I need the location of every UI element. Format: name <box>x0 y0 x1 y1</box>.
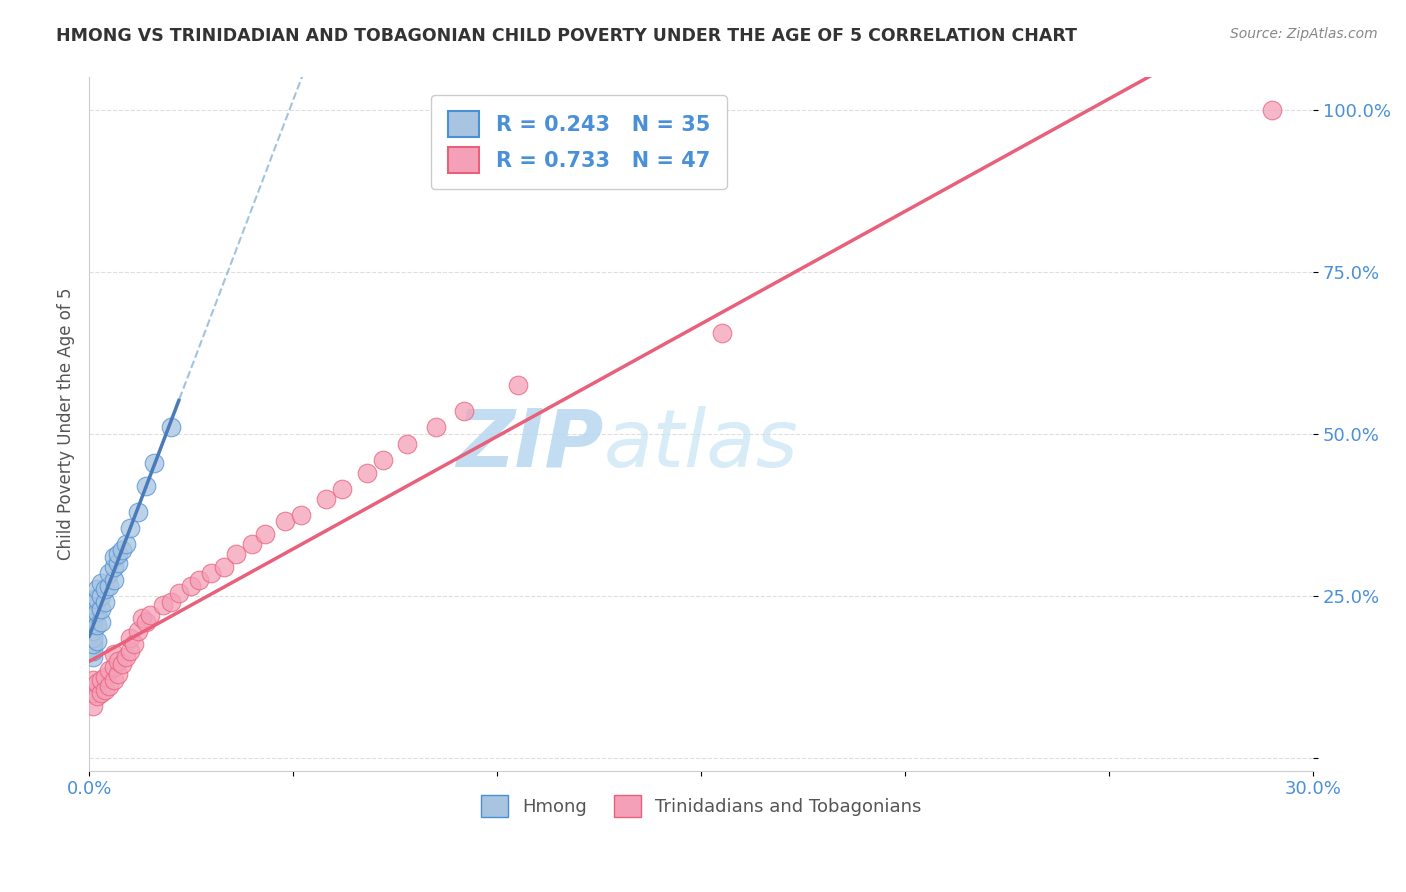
Point <box>330 482 353 496</box>
Text: Source: ZipAtlas.com: Source: ZipAtlas.com <box>1230 27 1378 41</box>
Point <box>180 579 202 593</box>
Point <box>127 624 149 639</box>
Point <box>253 527 276 541</box>
Point <box>506 378 529 392</box>
Point <box>82 605 104 619</box>
Point <box>107 654 129 668</box>
Point <box>710 326 733 341</box>
Point <box>396 436 419 450</box>
Point <box>114 650 136 665</box>
Point <box>111 657 134 671</box>
Point <box>103 573 125 587</box>
Point <box>103 549 125 564</box>
Text: atlas: atlas <box>603 406 799 483</box>
Point <box>127 504 149 518</box>
Point <box>86 592 108 607</box>
Point <box>356 466 378 480</box>
Point <box>82 599 104 613</box>
Point <box>118 631 141 645</box>
Point <box>90 589 112 603</box>
Point <box>200 566 222 580</box>
Point <box>82 673 104 687</box>
Point <box>86 582 108 597</box>
Point <box>94 682 117 697</box>
Point <box>103 647 125 661</box>
Point <box>86 605 108 619</box>
Point <box>90 615 112 629</box>
Point <box>94 670 117 684</box>
Point <box>425 420 447 434</box>
Point <box>315 491 337 506</box>
Point <box>98 680 121 694</box>
Point <box>103 673 125 687</box>
Point <box>139 608 162 623</box>
Point <box>159 595 181 609</box>
Point <box>86 676 108 690</box>
Point <box>86 634 108 648</box>
Point <box>94 582 117 597</box>
Point <box>131 611 153 625</box>
Point <box>111 543 134 558</box>
Point <box>90 673 112 687</box>
Point <box>274 514 297 528</box>
Point <box>82 637 104 651</box>
Point <box>82 698 104 713</box>
Text: ZIP: ZIP <box>456 406 603 483</box>
Point <box>103 559 125 574</box>
Point <box>118 644 141 658</box>
Point <box>86 689 108 703</box>
Point <box>82 611 104 625</box>
Point <box>98 566 121 580</box>
Point <box>290 508 312 522</box>
Point <box>90 575 112 590</box>
Point <box>98 663 121 677</box>
Point <box>107 666 129 681</box>
Point <box>107 547 129 561</box>
Point <box>90 601 112 615</box>
Point <box>94 595 117 609</box>
Point <box>82 592 104 607</box>
Point <box>82 650 104 665</box>
Point <box>152 599 174 613</box>
Point <box>371 452 394 467</box>
Point <box>122 637 145 651</box>
Point <box>135 615 157 629</box>
Text: HMONG VS TRINIDADIAN AND TOBAGONIAN CHILD POVERTY UNDER THE AGE OF 5 CORRELATION: HMONG VS TRINIDADIAN AND TOBAGONIAN CHIL… <box>56 27 1077 45</box>
Y-axis label: Child Poverty Under the Age of 5: Child Poverty Under the Age of 5 <box>58 288 75 560</box>
Point <box>118 521 141 535</box>
Point <box>90 686 112 700</box>
Point <box>82 686 104 700</box>
Point <box>159 420 181 434</box>
Legend: Hmong, Trinidadians and Tobagonians: Hmong, Trinidadians and Tobagonians <box>474 788 929 824</box>
Point <box>82 624 104 639</box>
Point <box>188 573 211 587</box>
Point <box>212 559 235 574</box>
Point <box>143 456 166 470</box>
Point <box>103 660 125 674</box>
Point <box>82 618 104 632</box>
Point <box>82 631 104 645</box>
Point <box>167 585 190 599</box>
Point <box>225 547 247 561</box>
Point <box>98 579 121 593</box>
Point <box>86 618 108 632</box>
Point <box>1261 103 1284 117</box>
Point <box>240 537 263 551</box>
Point <box>135 478 157 492</box>
Point <box>114 537 136 551</box>
Point <box>82 644 104 658</box>
Point <box>453 404 475 418</box>
Point <box>107 557 129 571</box>
